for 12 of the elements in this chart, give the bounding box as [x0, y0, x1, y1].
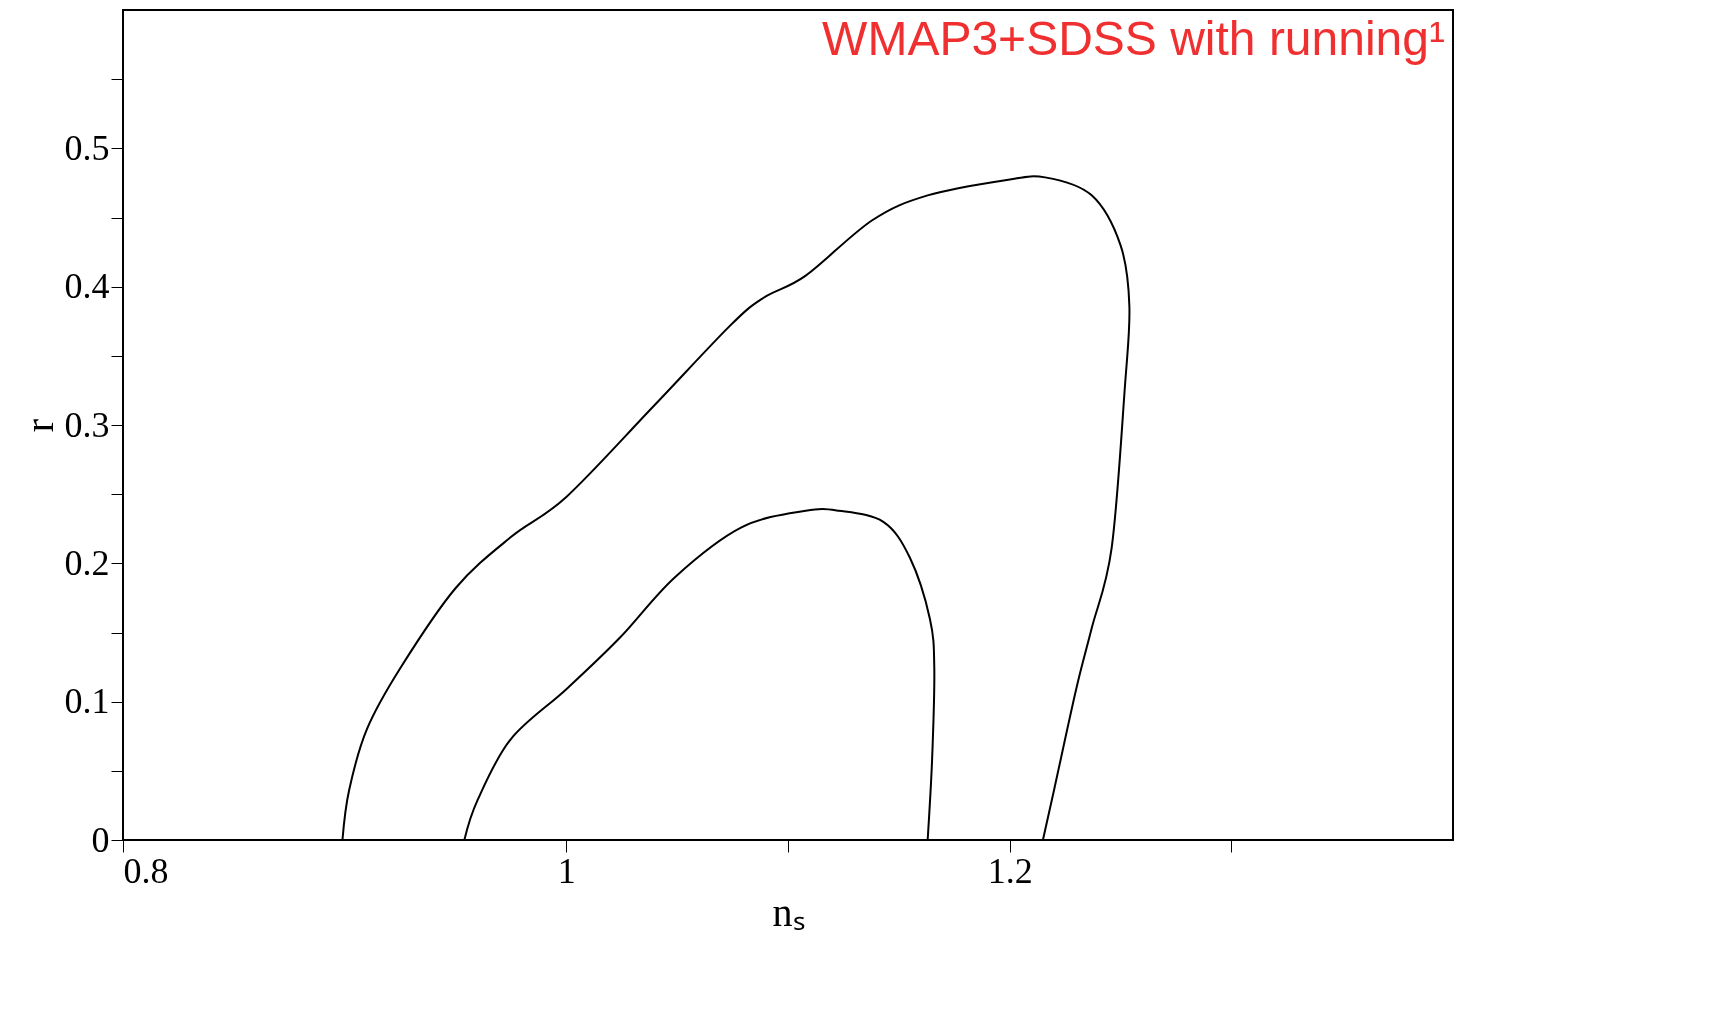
y-tick-label: 0.1 [64, 681, 110, 722]
y-axis-title: r [16, 418, 62, 433]
x-axis-title: nₛ [772, 889, 805, 935]
y-tick-label: 0.4 [64, 266, 110, 307]
y-tick-label: 0.5 [64, 127, 110, 168]
x-tick-label: 1 [557, 850, 576, 891]
x-tick-label: 0.8 [123, 850, 169, 891]
x-tick-label: 1.2 [987, 850, 1033, 891]
y-tick-label: 0.3 [64, 404, 110, 445]
y-tick-label: 0.2 [64, 542, 110, 583]
y-tick-label: 0 [91, 819, 110, 860]
chart-title: WMAP3+SDSS with running¹ [822, 12, 1445, 65]
